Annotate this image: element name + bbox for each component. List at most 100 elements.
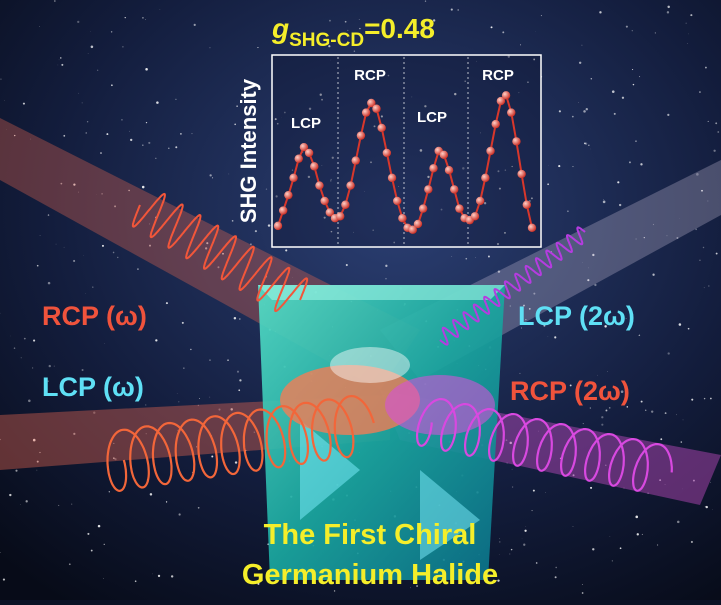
data-point <box>512 137 520 145</box>
star <box>179 513 181 515</box>
data-point <box>517 170 525 178</box>
data-point <box>372 105 380 113</box>
star <box>588 145 589 146</box>
data-point <box>455 204 463 212</box>
star <box>359 19 360 20</box>
star <box>677 521 680 524</box>
star <box>579 62 581 64</box>
star <box>586 108 588 110</box>
star <box>680 441 682 443</box>
star <box>61 64 63 66</box>
star <box>111 31 112 32</box>
label-lcp-in: LCP (ω) <box>42 372 144 402</box>
star <box>642 534 643 535</box>
star <box>92 286 94 288</box>
star <box>48 214 49 215</box>
data-point <box>486 147 494 155</box>
star <box>130 139 132 141</box>
star <box>607 371 608 372</box>
star <box>227 359 229 361</box>
glow <box>330 347 410 383</box>
star <box>60 57 61 58</box>
star <box>699 260 700 261</box>
star <box>541 15 542 16</box>
data-point <box>315 181 323 189</box>
star <box>0 78 1 79</box>
star <box>3 579 5 581</box>
star <box>499 541 500 542</box>
star <box>457 9 459 11</box>
star <box>641 401 643 403</box>
star <box>48 282 51 285</box>
data-point <box>507 108 515 116</box>
star <box>102 245 104 247</box>
star <box>703 247 704 248</box>
star <box>545 492 546 493</box>
star <box>705 67 707 69</box>
data-point <box>320 197 328 205</box>
star <box>710 482 711 483</box>
star <box>117 257 118 258</box>
star <box>142 186 145 189</box>
peak-label: RCP <box>482 67 514 84</box>
data-point <box>419 204 427 212</box>
star <box>713 150 715 152</box>
star <box>209 359 211 361</box>
star <box>77 21 79 23</box>
data-point <box>492 120 500 128</box>
star <box>612 90 615 93</box>
star <box>578 102 579 103</box>
star <box>104 343 105 344</box>
star <box>142 145 143 146</box>
label-rcp-out: RCP (2ω) <box>510 376 630 406</box>
star <box>704 287 705 288</box>
star <box>109 491 110 492</box>
y-axis-label: SHG Intensity <box>236 78 261 223</box>
star <box>425 1 426 2</box>
data-point <box>440 151 448 159</box>
star <box>168 148 169 149</box>
star <box>82 369 84 371</box>
data-point <box>357 131 365 139</box>
star <box>590 487 592 489</box>
star <box>554 336 556 338</box>
data-point <box>424 185 432 193</box>
star <box>635 140 636 141</box>
star <box>36 470 37 471</box>
label-lcp-out: LCP (2ω) <box>518 301 635 331</box>
star <box>212 177 213 178</box>
star <box>14 347 15 348</box>
star <box>33 340 35 342</box>
star <box>519 373 520 374</box>
star <box>512 469 513 470</box>
star <box>665 412 667 414</box>
star <box>86 132 87 133</box>
star <box>58 65 59 66</box>
star <box>512 486 513 487</box>
star <box>20 504 21 505</box>
star <box>582 592 584 594</box>
star <box>182 322 184 324</box>
star <box>667 6 669 8</box>
data-point <box>383 149 391 157</box>
star <box>668 352 670 354</box>
peak-label: LCP <box>291 115 321 132</box>
star <box>266 189 267 190</box>
caption-line: The First Chiral <box>264 519 477 551</box>
data-point <box>528 224 536 232</box>
star <box>26 500 28 502</box>
star <box>211 456 213 458</box>
star <box>533 490 535 492</box>
star <box>520 44 521 45</box>
star <box>667 11 669 13</box>
star <box>572 166 573 167</box>
star <box>536 562 538 564</box>
star <box>502 31 504 33</box>
star <box>652 274 654 276</box>
star <box>601 416 603 418</box>
star <box>657 544 658 545</box>
star <box>609 407 611 409</box>
star <box>614 113 616 115</box>
data-point <box>346 181 354 189</box>
